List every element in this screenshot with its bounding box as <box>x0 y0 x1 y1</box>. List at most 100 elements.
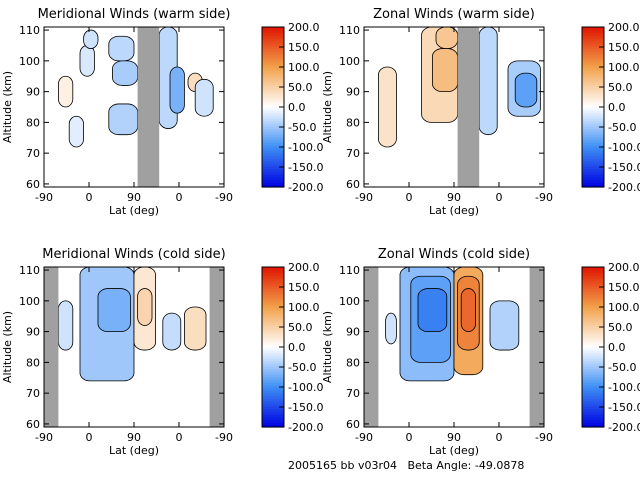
colorbar-swatch <box>262 99 284 102</box>
colorbar-swatch <box>582 319 604 322</box>
colorbar-swatch <box>582 169 604 172</box>
colorbar-swatch <box>582 133 604 136</box>
colorbar-swatch <box>262 331 284 334</box>
colorbar-swatch <box>582 415 604 418</box>
colorbar-swatch <box>582 131 604 134</box>
colorbar-swatch <box>262 419 284 422</box>
colorbar-swatch <box>582 31 604 34</box>
colorbar-swatch <box>262 353 284 356</box>
colorbar-tick-label: -200.0 <box>288 181 323 194</box>
colorbar-swatch <box>582 327 604 330</box>
x-axis-label: Lat (deg) <box>429 444 479 457</box>
colorbar-swatch <box>262 409 284 412</box>
footer-beta-value: -49.0878 <box>474 459 525 472</box>
colorbar-swatch <box>262 159 284 162</box>
colorbar-swatch <box>582 35 604 38</box>
colorbar-swatch <box>582 171 604 174</box>
colorbar-swatch <box>582 285 604 288</box>
colorbar-swatch <box>582 179 604 182</box>
colorbar-swatch <box>582 107 604 110</box>
colorbar-swatch <box>262 315 284 318</box>
colorbar-swatch <box>582 103 604 106</box>
colorbar-swatch <box>582 333 604 336</box>
colorbar-swatch <box>582 143 604 146</box>
colorbar-swatch <box>582 141 604 144</box>
contour-cell-3 <box>417 288 448 333</box>
colorbar-swatch <box>262 55 284 58</box>
colorbar-swatch <box>262 127 284 130</box>
colorbar-swatch <box>262 73 284 76</box>
colorbar-swatch <box>582 73 604 76</box>
colorbar-swatch <box>582 109 604 112</box>
colorbar-swatch <box>262 361 284 364</box>
colorbar-swatch <box>582 49 604 52</box>
x-tick-label: -90 <box>215 431 233 444</box>
x-tick-label: 90 <box>447 431 461 444</box>
colorbar-swatch <box>262 365 284 368</box>
colorbar-swatch <box>582 101 604 104</box>
colorbar-swatch <box>582 283 604 286</box>
contour-cell-7 <box>183 306 207 351</box>
colorbar-swatch <box>262 293 284 296</box>
colorbar: 200.0 150.0 100.0 50.0 0.0 -50.0 -100.0 -150.0 -… <box>261 21 323 194</box>
colorbar-swatch <box>262 165 284 168</box>
colorbar-swatch <box>582 77 604 80</box>
y-tick-label: 60 <box>26 418 40 431</box>
colorbar-swatch <box>262 119 284 122</box>
colorbar-swatch <box>262 63 284 66</box>
y-axis-label: Altitude (km) <box>321 71 334 143</box>
colorbar-swatch <box>582 421 604 424</box>
contour-cell-5 <box>137 288 153 326</box>
colorbar-swatch <box>582 323 604 326</box>
y-tick-label: 70 <box>346 387 360 400</box>
colorbar-swatch <box>262 347 284 350</box>
colorbar-swatch <box>582 367 604 370</box>
colorbar-tick-label: 150.0 <box>608 281 640 294</box>
y-tick-label: 60 <box>346 178 360 191</box>
colorbar-swatch <box>582 419 604 422</box>
colorbar-swatch <box>582 67 604 70</box>
colorbar-swatch <box>582 293 604 296</box>
colorbar-swatch <box>582 47 604 50</box>
colorbar-tick-label: -200.0 <box>608 181 640 194</box>
colorbar-swatch <box>262 49 284 52</box>
colorbar-swatch <box>262 379 284 382</box>
contour-cell-1 <box>377 66 397 148</box>
colorbar-swatch <box>262 279 284 282</box>
contour-cell-7 <box>169 66 185 114</box>
colorbar-swatch <box>582 165 604 168</box>
colorbar-swatch <box>262 35 284 38</box>
colorbar-swatch <box>582 411 604 414</box>
colorbar-swatch <box>582 151 604 154</box>
colorbar-swatch <box>582 57 604 60</box>
colorbar-swatch <box>582 281 604 284</box>
y-tick-label: 80 <box>26 356 40 369</box>
colorbar-swatch <box>262 303 284 306</box>
colorbar-swatch <box>262 27 284 30</box>
colorbar-swatch <box>582 379 604 382</box>
colorbar-swatch <box>582 385 604 388</box>
colorbar-swatch <box>582 405 604 408</box>
y-tick-label: 100 <box>19 295 40 308</box>
contour-cell-5 <box>478 26 498 136</box>
colorbar-swatch <box>582 337 604 340</box>
colorbar-swatch <box>262 137 284 140</box>
colorbar-swatch <box>582 41 604 44</box>
y-tick-label: 60 <box>26 178 40 191</box>
colorbar-swatch <box>582 361 604 364</box>
footer-dataset: 2005165 bb v03r04 <box>288 459 397 472</box>
contour-cell-4 <box>112 60 139 86</box>
contour-cell-9 <box>194 78 214 117</box>
y-tick-label: 110 <box>339 24 360 37</box>
colorbar-swatch <box>582 325 604 328</box>
colorbar-swatch <box>262 45 284 48</box>
colorbar-swatch <box>582 113 604 116</box>
x-tick-label: 0 <box>406 431 413 444</box>
colorbar-swatch <box>262 117 284 120</box>
x-tick-label: -90 <box>35 431 53 444</box>
colorbar-swatch <box>582 145 604 148</box>
colorbar-swatch <box>262 175 284 178</box>
colorbar-swatch <box>582 353 604 356</box>
y-tick-label: 110 <box>339 264 360 277</box>
